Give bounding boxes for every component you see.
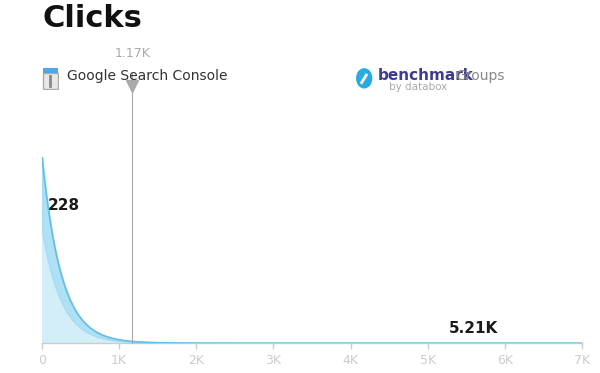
- Text: Google Search Console: Google Search Console: [67, 69, 228, 83]
- Text: Clicks: Clicks: [42, 4, 142, 33]
- Text: 1.17K: 1.17K: [115, 47, 150, 60]
- Text: Groups: Groups: [455, 69, 504, 83]
- Circle shape: [356, 68, 373, 88]
- Text: 228: 228: [48, 198, 80, 213]
- FancyBboxPatch shape: [43, 73, 58, 88]
- FancyBboxPatch shape: [43, 68, 58, 73]
- Text: by databox: by databox: [389, 82, 447, 92]
- Text: benchmark: benchmark: [378, 68, 474, 83]
- Text: 5.21K: 5.21K: [449, 321, 498, 336]
